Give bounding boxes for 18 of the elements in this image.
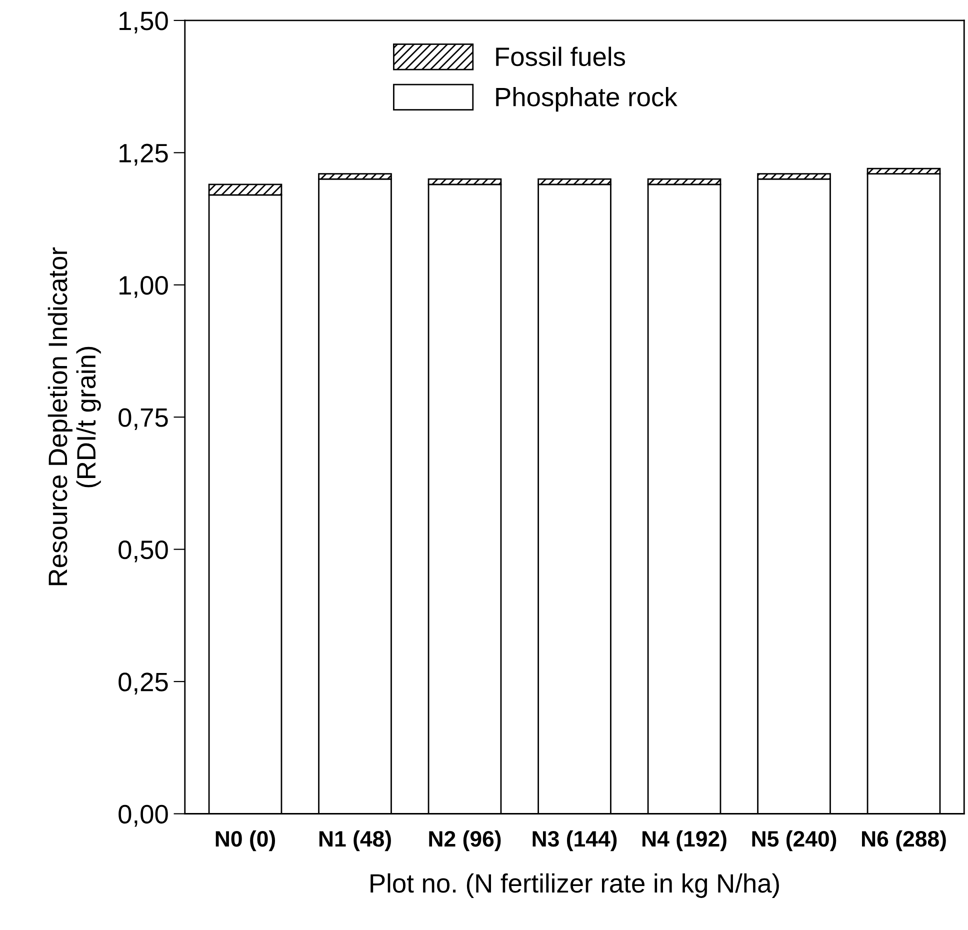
- y-tick-label: 0,50: [118, 540, 168, 562]
- x-tick-label: N3 (144): [532, 830, 617, 852]
- y-tick-label: 0,00: [118, 804, 168, 827]
- legend-label: Fossil fuels: [496, 46, 626, 66]
- y-tick-label: 0,75: [118, 408, 168, 430]
- y-axis-title: Resource Depletion Indicator (RDI/t grain): [48, 247, 101, 586]
- x-tick-label: N6 (288): [862, 830, 946, 852]
- y-tick-label: 1,50: [120, 12, 168, 34]
- x-tick-label: N5 (240): [752, 830, 836, 852]
- y-tick-label: 1,00: [120, 276, 168, 298]
- y-tick-label: 0,25: [118, 672, 168, 694]
- x-tick-label: N4 (192): [642, 830, 726, 852]
- legend-label: Phosphate rock: [496, 87, 678, 112]
- y-tick-label: 1,25: [120, 144, 168, 166]
- x-tick-label: N0 (0): [216, 830, 276, 852]
- x-axis-title: Plot no. (N fertilizer rate in kg N/ha): [370, 873, 779, 898]
- x-tick-label: N2 (96): [429, 830, 501, 852]
- x-tick-label: N1 (48): [319, 830, 391, 852]
